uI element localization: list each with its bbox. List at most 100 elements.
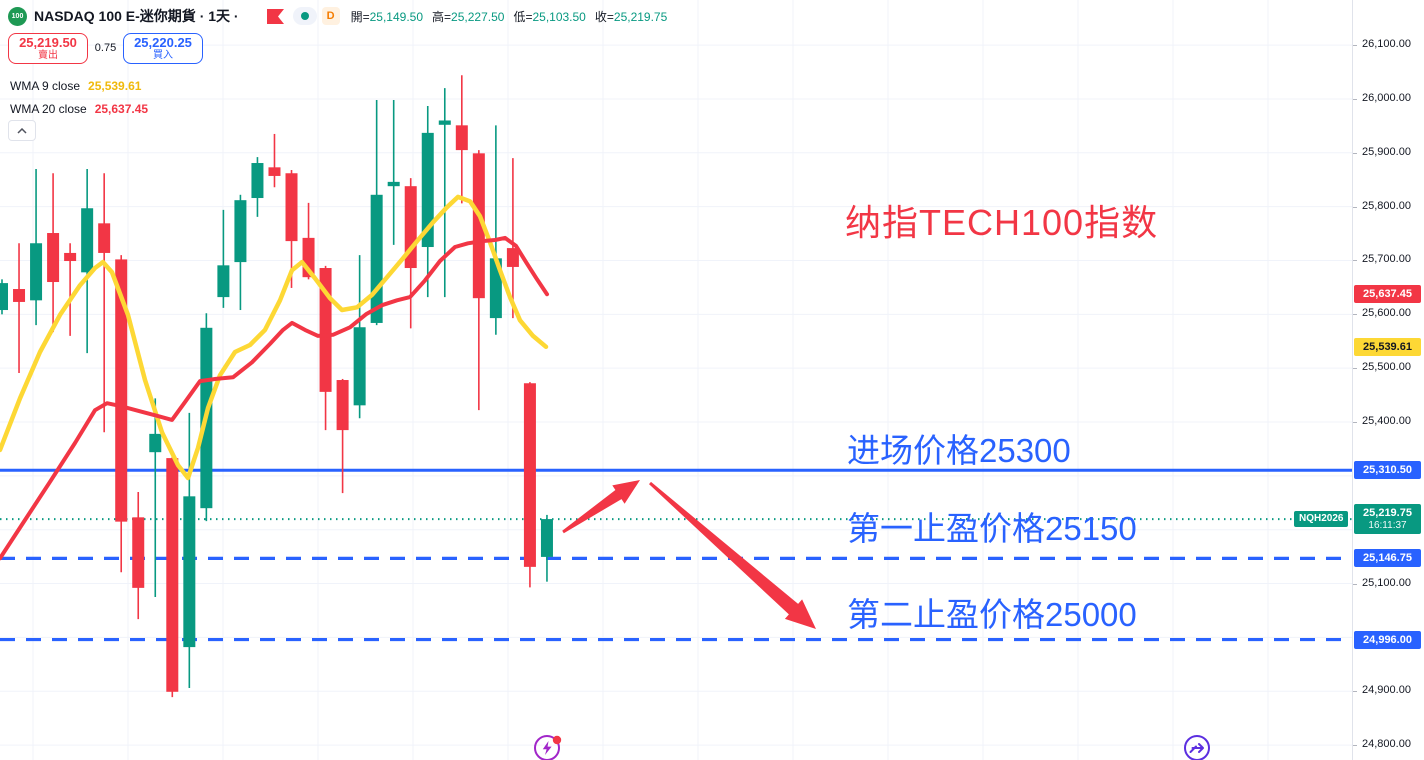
indicator-price-badge: 25,637.45	[1354, 285, 1421, 304]
annotation-take-profit-1[interactable]: 第一止盈价格25150	[847, 510, 1137, 547]
candle	[234, 194, 247, 311]
candle-body	[47, 233, 60, 283]
contract-tag: NQH2026	[1294, 511, 1349, 528]
candle	[523, 382, 536, 588]
candle	[268, 133, 281, 188]
sell-label: 賣出	[38, 49, 58, 61]
wma9-value: 25,539.61	[88, 79, 142, 93]
axis-tick-mark	[1353, 745, 1357, 747]
annotation-index-title[interactable]: 纳指TECH100指数	[845, 202, 1159, 243]
high-label: 高	[432, 9, 445, 24]
symbol-title[interactable]: NASDAQ 100 E-迷你期貨 · 1天 ·	[34, 8, 239, 24]
trade-panel: 25,219.50 賣出 0.75 25,220.25 買入	[8, 33, 203, 64]
buy-button[interactable]: 25,220.25 買入	[123, 33, 203, 64]
candle	[336, 378, 349, 494]
candle-body	[13, 289, 26, 302]
candle-body	[0, 283, 8, 311]
candle	[421, 105, 434, 298]
trend-arrow	[562, 480, 640, 534]
candle	[183, 412, 196, 689]
candle	[132, 492, 145, 620]
indicator-wma9-row[interactable]: WMA 9 close 25,539.61	[10, 79, 141, 93]
axis-tick-mark	[1353, 314, 1357, 316]
candle-body	[523, 383, 536, 567]
axis-tick-mark	[1353, 583, 1357, 585]
wma20-line	[0, 235, 549, 561]
candle-body	[64, 252, 77, 262]
candle-body	[81, 208, 94, 273]
spread-value: 0.75	[94, 42, 117, 54]
candle	[472, 150, 485, 411]
axis-tick-label: 25,900.00	[1362, 145, 1411, 158]
symbol-header: 100 NASDAQ 100 E-迷你期貨 · 1天 · D 開=25,149.…	[8, 6, 667, 26]
low-value: 25,103.50	[532, 9, 586, 24]
candle	[166, 454, 179, 698]
axis-tick-mark	[1353, 98, 1357, 100]
candles-layer	[0, 75, 553, 698]
candle	[489, 125, 502, 335]
wma9-name: WMA 9 close	[10, 79, 81, 93]
instant-order-icon[interactable]	[532, 733, 564, 760]
indicator-wma20-row[interactable]: WMA 20 close 25,637.45	[10, 102, 148, 116]
go-to-realtime-icon[interactable]	[1182, 733, 1212, 760]
sell-price: 25,219.50	[19, 34, 77, 50]
candle	[64, 243, 77, 336]
axis-tick-label: 26,000.00	[1362, 91, 1411, 104]
buy-label: 買入	[153, 49, 173, 61]
low-label: 低	[513, 9, 526, 24]
candle-body	[506, 248, 519, 267]
collapse-legend-button[interactable]	[8, 120, 36, 141]
sell-button[interactable]: 25,219.50 賣出	[8, 33, 88, 64]
axis-tick-label: 25,600.00	[1362, 307, 1411, 320]
buy-price: 25,220.25	[134, 34, 192, 50]
annotation-take-profit-2[interactable]: 第二止盈价格25000	[847, 596, 1137, 633]
candle-body	[540, 519, 553, 557]
annotation-entry-price[interactable]: 进场价格25300	[847, 432, 1071, 469]
indicator-price-badge: 25,539.61	[1354, 337, 1421, 356]
candle-body	[30, 243, 43, 301]
candle	[353, 255, 366, 419]
candle	[98, 173, 111, 433]
level-price-badge: 25,146.75	[1354, 549, 1421, 568]
axis-tick-mark	[1353, 260, 1357, 262]
wma20-value: 25,637.45	[94, 102, 149, 116]
price-axis[interactable]: 26,100.00 26,000.00 25,900.00 25,800.00 25,7…	[1352, 0, 1424, 760]
axis-tick-label: 24,800.00	[1362, 738, 1411, 751]
candle-body	[217, 265, 230, 298]
candle-body	[438, 120, 451, 125]
candle	[13, 243, 26, 374]
open-value: 25,149.50	[369, 9, 424, 24]
axis-tick-label: 26,100.00	[1362, 38, 1411, 51]
axis-tick-mark	[1353, 45, 1357, 47]
chevron-up-icon	[17, 127, 27, 134]
candle-body	[251, 163, 264, 199]
candle-body	[183, 496, 196, 648]
level-price-badge: 24,996.00	[1354, 630, 1421, 649]
candle	[438, 88, 451, 298]
interval-badge[interactable]: D	[321, 7, 340, 25]
symbol-logo: 100	[8, 6, 27, 26]
grid-layer	[0, 0, 1352, 760]
candle-body	[268, 167, 281, 176]
axis-tick-mark	[1353, 152, 1357, 154]
alert-dot	[552, 735, 562, 745]
axis-tick-mark	[1353, 422, 1357, 424]
open-label: 開	[350, 9, 363, 24]
candle	[217, 209, 230, 308]
candle	[30, 168, 43, 326]
candle-body	[285, 173, 298, 242]
axis-tick-label: 25,100.00	[1362, 576, 1411, 589]
candle-body	[166, 458, 179, 692]
axis-tick-mark	[1353, 368, 1357, 370]
market-status-pill[interactable]	[292, 7, 317, 25]
wma20-name: WMA 20 close	[10, 102, 87, 116]
axis-tick-mark	[1353, 206, 1357, 208]
candle-body	[387, 181, 400, 187]
candle	[506, 158, 519, 319]
candle-body	[149, 433, 162, 453]
candle	[149, 398, 162, 598]
flag-icon[interactable]	[266, 8, 284, 24]
axis-tick-label: 25,700.00	[1362, 253, 1411, 266]
